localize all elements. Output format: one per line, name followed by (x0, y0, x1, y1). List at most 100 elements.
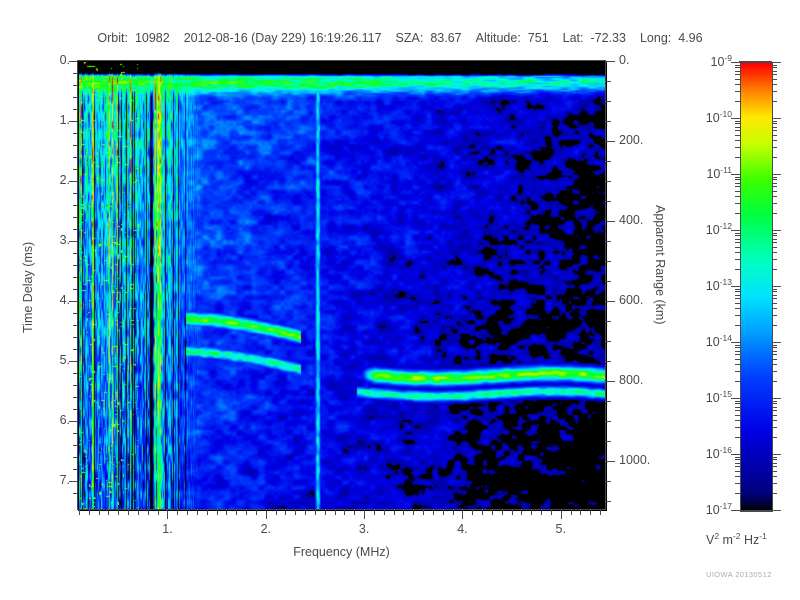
x-tick-1.5 (217, 510, 218, 515)
x-tick-4.0 (462, 510, 463, 519)
colorbar-tick--9 (731, 62, 740, 63)
colorbar-minor-tick (735, 186, 740, 187)
x-tick-3.0 (364, 510, 365, 519)
colorbar-minor-tick (735, 308, 740, 309)
colorbar-minor-tick (772, 315, 777, 316)
y-tick-0.6 (73, 97, 78, 98)
colorbar-minor-tick (735, 420, 740, 421)
colorbar-tick-right--10 (772, 118, 781, 119)
y2-tick-50 (606, 81, 611, 82)
x-tick-0.8 (148, 510, 149, 515)
colorbar-minor-tick (735, 196, 740, 197)
x-tick-1.1 (177, 510, 178, 515)
y2-tick-150 (606, 121, 611, 122)
colorbar-minor-tick (735, 203, 740, 204)
colorbar-minor-tick (735, 459, 740, 460)
y-tick-7.0 (69, 481, 78, 482)
colorbar-minor-tick (772, 233, 777, 234)
colorbar-minor-tick (735, 239, 740, 240)
colorbar-minor-tick (772, 493, 777, 494)
colorbar-unit-label: V2 m-2 Hz-1 (706, 531, 767, 548)
colorbar-minor-tick (772, 179, 777, 180)
y-tick-1.6 (73, 157, 78, 158)
y-tick-0.0 (69, 61, 78, 62)
colorbar-minor-tick (772, 407, 777, 408)
y2-tick-100 (606, 101, 611, 102)
y2-tick-500 (606, 261, 611, 262)
colorbar-minor-tick (735, 252, 740, 253)
y-tick-3.6 (73, 277, 78, 278)
colorbar-minor-tick (772, 67, 777, 68)
colorbar (740, 62, 773, 512)
colorbar-minor-tick (735, 364, 740, 365)
y-tick-label-2: 2. (59, 172, 70, 187)
x-tick-4.7 (531, 510, 532, 515)
colorbar-minor-tick (735, 410, 740, 411)
colorbar-minor-tick (735, 351, 740, 352)
colorbar-minor-tick (772, 127, 777, 128)
colorbar-minor-tick (735, 233, 740, 234)
colorbar-minor-tick (735, 74, 740, 75)
x-tick-5.1 (571, 510, 572, 515)
colorbar-tick-right--9 (772, 62, 781, 63)
colorbar-tick--11 (731, 174, 740, 175)
colorbar-minor-tick (772, 289, 777, 290)
colorbar-minor-tick (735, 177, 740, 178)
colorbar-minor-tick (772, 291, 777, 292)
plot-frame-bottom (77, 509, 606, 510)
colorbar-minor-tick (735, 157, 740, 158)
y-tick-1.0 (69, 121, 78, 122)
orbit-value: 10982 (134, 31, 170, 45)
colorbar-minor-tick (772, 325, 777, 326)
x-tick-label-2: 2. (260, 522, 271, 536)
colorbar-minor-tick (735, 483, 740, 484)
colorbar-minor-tick (772, 130, 777, 131)
x-tick-5.4 (600, 510, 601, 515)
y2-tick-label-0: 0. (619, 53, 630, 67)
y2-tick-950 (606, 441, 611, 442)
y2-tick-650 (606, 321, 611, 322)
colorbar-minor-tick (735, 457, 740, 458)
y2-tick-600 (606, 301, 615, 302)
colorbar-minor-tick (735, 415, 740, 416)
x-tick-1.6 (226, 510, 227, 515)
watermark: UIOWA 20130512 (706, 570, 772, 579)
colorbar-minor-tick (735, 381, 740, 382)
colorbar-tick-label--12: 10-12 (705, 221, 732, 238)
x-tick-4.9 (551, 510, 552, 515)
x-tick-2.6 (325, 510, 326, 515)
y2-tick-450 (606, 241, 611, 242)
colorbar-minor-tick (772, 298, 777, 299)
x-tick-0.1 (79, 510, 80, 515)
y-tick-2.8 (73, 229, 78, 230)
colorbar-tick-label--11: 10-11 (706, 165, 732, 182)
colorbar-minor-tick (735, 101, 740, 102)
x-tick-3.3 (394, 510, 395, 515)
colorbar-tick--13 (731, 286, 740, 287)
colorbar-minor-tick (772, 235, 777, 236)
y-tick-label-0: 0. (59, 53, 70, 67)
colorbar-minor-tick (772, 123, 777, 124)
y-tick-label-3: 3. (59, 232, 70, 247)
colorbar-minor-tick (772, 84, 777, 85)
colorbar-minor-tick (772, 308, 777, 309)
colorbar-tick-right--17 (772, 510, 781, 511)
colorbar-minor-tick (772, 101, 777, 102)
sza-label: SZA: (395, 31, 424, 45)
long-label: Long: (639, 31, 672, 45)
colorbar-minor-tick (772, 415, 777, 416)
colorbar-tick--16 (731, 454, 740, 455)
colorbar-minor-tick (772, 140, 777, 141)
colorbar-minor-tick (735, 213, 740, 214)
colorbar-tick--12 (731, 230, 740, 231)
x-tick-0.2 (89, 510, 90, 515)
colorbar-minor-tick (735, 315, 740, 316)
colorbar-minor-tick (735, 71, 740, 72)
y2-tick-700 (606, 341, 611, 342)
y-tick-1.8 (73, 169, 78, 170)
y2-tick-1000 (606, 461, 615, 462)
x-tick-2.2 (285, 510, 286, 515)
colorbar-minor-tick (772, 91, 777, 92)
colorbar-minor-tick (735, 127, 740, 128)
